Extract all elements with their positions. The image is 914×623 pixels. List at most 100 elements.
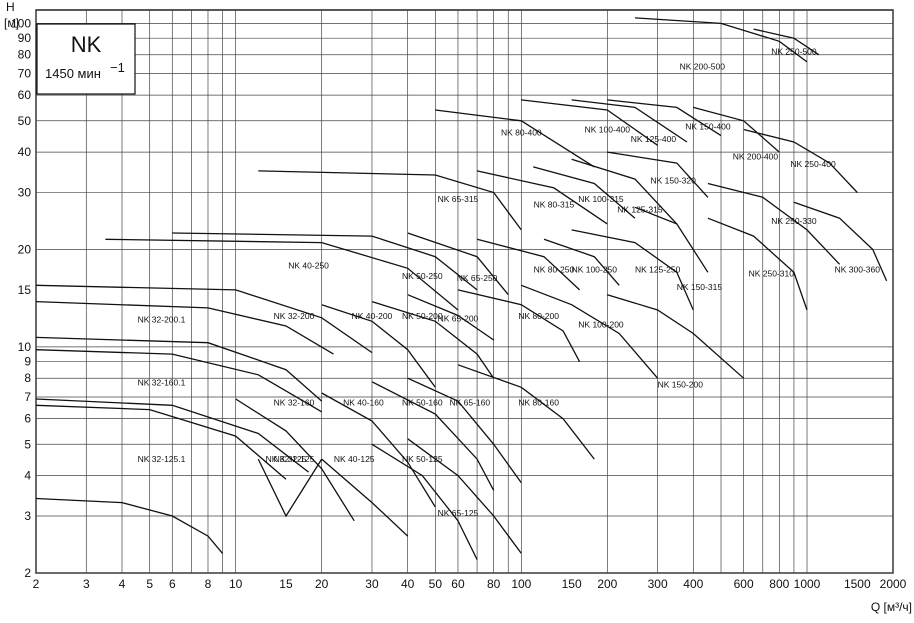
series-label: NK 150-315 bbox=[677, 282, 723, 292]
y-tick-label: 9 bbox=[24, 355, 31, 369]
pump-curve bbox=[407, 232, 509, 296]
x-tick-label: 8 bbox=[205, 577, 212, 591]
pump-curve bbox=[35, 398, 309, 473]
series-label: NK 250-330 bbox=[771, 216, 817, 226]
x-tick-label: 1000 bbox=[794, 577, 821, 591]
x-tick-label: 4 bbox=[119, 577, 126, 591]
x-tick-label: 800 bbox=[769, 577, 789, 591]
x-tick-label: 600 bbox=[734, 577, 754, 591]
x-tick-label: 30 bbox=[365, 577, 379, 591]
pump-curve bbox=[707, 182, 841, 265]
series-label: NK 150-320 bbox=[650, 175, 696, 185]
pump-curve bbox=[476, 170, 608, 225]
y-tick-label: 3 bbox=[24, 509, 31, 523]
y-tick-label: 30 bbox=[18, 186, 32, 200]
pump-curve bbox=[743, 128, 858, 193]
pump-curve bbox=[634, 206, 709, 273]
series-label: NK 100-200 bbox=[578, 319, 624, 329]
pump-curve bbox=[707, 217, 808, 311]
x-tick-label: 15 bbox=[279, 577, 293, 591]
pump-curve bbox=[35, 284, 373, 354]
x-tick-label: 10 bbox=[229, 577, 243, 591]
series-label: NK 32-160.1 bbox=[138, 377, 186, 387]
pump-curve bbox=[257, 458, 323, 518]
series-label: NK 40-200 bbox=[352, 311, 393, 321]
x-tick-label: 50 bbox=[429, 577, 443, 591]
x-tick-label: 3 bbox=[83, 577, 90, 591]
pump-curve bbox=[35, 497, 224, 554]
x-tick-label: 5 bbox=[146, 577, 153, 591]
pump-curve bbox=[521, 99, 658, 146]
series-label: NK 65-125 bbox=[438, 508, 479, 518]
x-tick-label: 20 bbox=[315, 577, 329, 591]
y-tick-label: 6 bbox=[24, 412, 31, 426]
y-tick-label: 100 bbox=[11, 16, 31, 30]
series-label: NK 65-200 bbox=[438, 313, 479, 323]
pump-curve bbox=[521, 284, 659, 379]
x-tick-label: 400 bbox=[683, 577, 703, 591]
y-tick-label: 8 bbox=[24, 371, 31, 385]
pump-curve bbox=[543, 238, 620, 286]
pump-curve bbox=[35, 349, 323, 413]
pump-curve bbox=[321, 304, 436, 388]
series-label: NK 65-160 bbox=[449, 397, 490, 407]
pump-curve bbox=[371, 300, 495, 379]
series-label: NK 150-200 bbox=[658, 379, 704, 389]
series-label: NK 200-500 bbox=[680, 62, 726, 72]
pump-curve bbox=[607, 99, 722, 137]
y-tick-label: 20 bbox=[18, 243, 32, 257]
pump-curve bbox=[607, 151, 709, 198]
pump-curve bbox=[753, 28, 820, 56]
series-label: NK 150-400 bbox=[685, 121, 731, 131]
chart-subtitle: 1450 мин bbox=[45, 66, 101, 81]
pump-curve bbox=[35, 404, 287, 480]
series-label: NK 300-360 bbox=[835, 264, 881, 274]
series-label: NK 80-250 bbox=[534, 264, 575, 274]
series-label: NK 250-500 bbox=[771, 47, 817, 57]
series-label: NK 50-200 bbox=[402, 311, 443, 321]
y-tick-label: 4 bbox=[24, 469, 31, 483]
series-label: NK 40-250 bbox=[288, 260, 329, 270]
series-label: NK 50-125 bbox=[402, 454, 443, 464]
pump-curve bbox=[258, 170, 522, 231]
chart-title: NK bbox=[71, 32, 102, 57]
series-label: NK 32-125.1 bbox=[138, 454, 186, 464]
series-label: NK 80-160 bbox=[518, 397, 559, 407]
pump-curve bbox=[607, 294, 745, 379]
pump-curve bbox=[235, 398, 355, 522]
series-label: NK 32-160 bbox=[274, 397, 315, 407]
pump-curve bbox=[35, 336, 323, 402]
series-label: NK 32-200.1 bbox=[138, 314, 186, 324]
series-label: NK 65-250 bbox=[457, 273, 498, 283]
pump-curve bbox=[321, 458, 409, 537]
series-label: NK 100-400 bbox=[585, 124, 631, 134]
y-tick-label: 40 bbox=[18, 145, 32, 159]
x-tick-label: 60 bbox=[451, 577, 465, 591]
y-tick-label: 2 bbox=[24, 566, 31, 580]
pump-curve bbox=[321, 392, 436, 508]
y-tick-label: 15 bbox=[18, 283, 32, 297]
x-tick-label: 300 bbox=[648, 577, 668, 591]
series-label: NK 125-250 bbox=[635, 264, 681, 274]
pump-curve bbox=[407, 438, 522, 554]
x-tick-label: 40 bbox=[401, 577, 415, 591]
x-tick-label: 80 bbox=[487, 577, 501, 591]
x-tick-label: 2000 bbox=[880, 577, 907, 591]
x-tick-label: 1500 bbox=[844, 577, 871, 591]
pump-curve bbox=[457, 289, 581, 363]
series-label: NK 200-400 bbox=[733, 151, 779, 161]
y-tick-label: 5 bbox=[24, 437, 31, 451]
series-label: NK 50-250 bbox=[402, 271, 443, 281]
series-label: NK 250-400 bbox=[790, 159, 836, 169]
title-badge bbox=[36, 23, 136, 95]
y-tick-label: 90 bbox=[18, 31, 32, 45]
series-label: NK 125-400 bbox=[631, 134, 677, 144]
series-label: NK 65-315 bbox=[438, 194, 479, 204]
pump-curve bbox=[693, 106, 780, 153]
y-tick-label: 80 bbox=[18, 48, 32, 62]
series-label: NK 32-200 bbox=[274, 311, 315, 321]
series-group: NK 32-125.1 NK 32-125 NK 32-160.1 NK 32-160… bbox=[35, 17, 888, 560]
pump-curve bbox=[371, 443, 478, 560]
pump-curve bbox=[571, 229, 694, 311]
